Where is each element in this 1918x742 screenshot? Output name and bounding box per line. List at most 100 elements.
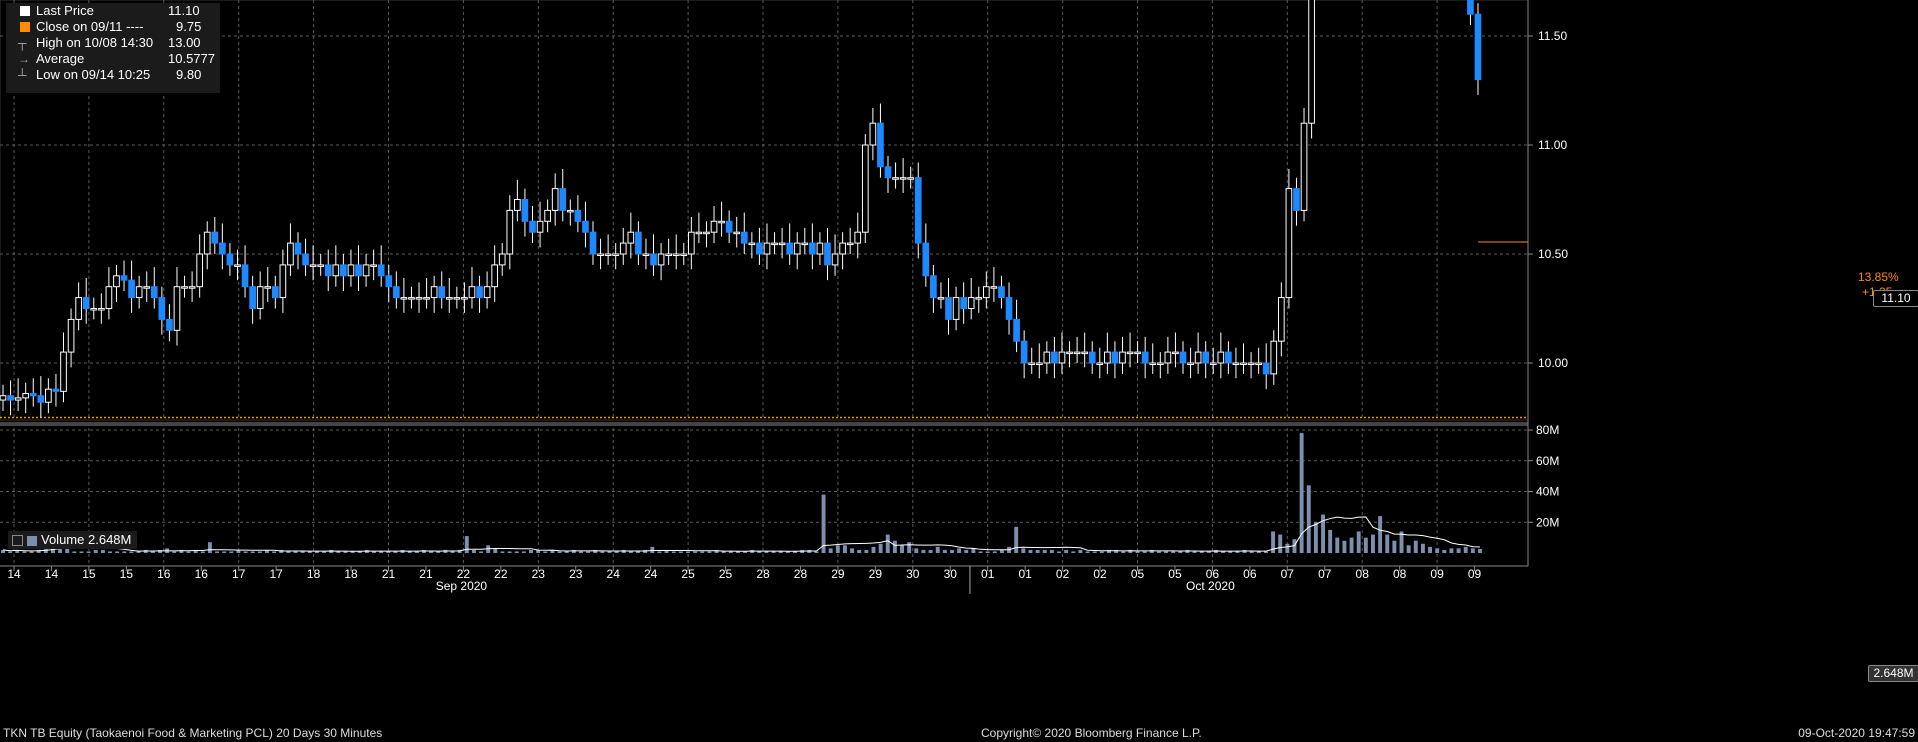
candle bbox=[597, 253, 604, 256]
volume-bar bbox=[86, 551, 91, 553]
volume-bar bbox=[507, 551, 512, 553]
volume-bar bbox=[1349, 537, 1354, 553]
candle bbox=[37, 395, 45, 403]
volume-bar bbox=[1221, 551, 1226, 553]
volume-bar bbox=[1271, 531, 1276, 553]
volume-bar bbox=[521, 551, 526, 553]
candle bbox=[453, 297, 461, 300]
volume-bar bbox=[1406, 545, 1411, 553]
candle bbox=[574, 209, 582, 222]
candle bbox=[1240, 362, 1247, 365]
volume-bar bbox=[79, 551, 84, 553]
volume-bar bbox=[978, 551, 983, 553]
candle bbox=[1172, 351, 1179, 355]
candle bbox=[544, 209, 551, 222]
candle bbox=[1225, 351, 1232, 364]
volume-bar bbox=[921, 549, 926, 553]
volume-bar bbox=[871, 546, 876, 553]
volume-legend-label: Volume bbox=[41, 532, 85, 547]
volume-bar bbox=[1171, 551, 1176, 553]
candle bbox=[302, 253, 309, 266]
time-tick-label: 01 bbox=[1018, 567, 1032, 581]
volume-bar bbox=[1306, 485, 1311, 553]
candle bbox=[491, 264, 499, 288]
collapse-toggle-icon[interactable] bbox=[12, 535, 23, 547]
volume-bar bbox=[1456, 548, 1461, 553]
candle bbox=[809, 242, 816, 255]
volume-bar bbox=[229, 551, 234, 553]
candle bbox=[884, 166, 892, 179]
volume-bar bbox=[1428, 546, 1433, 553]
volume-bar bbox=[743, 551, 748, 553]
time-tick-label: 23 bbox=[532, 567, 546, 581]
volume-bar bbox=[336, 551, 341, 553]
volume-bar bbox=[129, 551, 134, 553]
time-tick-label: 09 bbox=[1430, 567, 1444, 581]
volume-bar bbox=[1335, 537, 1340, 553]
volume-bar bbox=[293, 551, 298, 553]
candle bbox=[612, 253, 620, 256]
candle bbox=[718, 220, 725, 224]
candle bbox=[279, 264, 287, 299]
candle bbox=[529, 220, 536, 233]
candle bbox=[347, 264, 355, 277]
volume-bar bbox=[999, 549, 1004, 553]
volume-bar bbox=[907, 542, 912, 553]
volume-bar bbox=[1235, 551, 1240, 553]
candle bbox=[861, 144, 869, 233]
candle bbox=[75, 297, 82, 320]
candle bbox=[196, 253, 204, 288]
candle bbox=[1247, 362, 1255, 365]
candle bbox=[324, 264, 332, 277]
volume-bar bbox=[942, 549, 947, 553]
candle bbox=[90, 308, 98, 311]
volume-bar bbox=[764, 551, 769, 553]
time-tick-label: 28 bbox=[756, 567, 770, 581]
candle bbox=[506, 209, 514, 255]
candle bbox=[1066, 351, 1073, 355]
candle bbox=[793, 242, 801, 255]
low-marker-icon: ┴ bbox=[18, 68, 27, 82]
volume-bar bbox=[1064, 549, 1069, 553]
candle bbox=[52, 388, 60, 392]
time-tick-label: 21 bbox=[382, 567, 396, 581]
candle bbox=[703, 231, 710, 235]
candle bbox=[362, 264, 370, 277]
candle bbox=[756, 242, 763, 255]
time-axis: 14 14 15 15 16 16 17 17 18 18 21 21 22 22 23 23 24 24 25 25… bbox=[7, 566, 1482, 594]
candle bbox=[551, 188, 559, 211]
candle bbox=[816, 242, 824, 255]
volume-bar bbox=[457, 549, 462, 553]
time-tick-label: 16 bbox=[195, 567, 209, 581]
candle bbox=[158, 297, 166, 320]
candle bbox=[642, 253, 650, 256]
volume-bar bbox=[1299, 433, 1304, 553]
month-label: Sep 2020 bbox=[436, 579, 488, 593]
volume-bar bbox=[636, 551, 641, 553]
volume-bar bbox=[1192, 551, 1197, 553]
volume-bar bbox=[236, 549, 241, 553]
candle bbox=[975, 297, 983, 300]
volume-bar bbox=[571, 549, 576, 553]
candle bbox=[370, 264, 377, 267]
candle bbox=[536, 220, 544, 233]
candle bbox=[1179, 351, 1187, 364]
candle bbox=[150, 286, 158, 299]
candle bbox=[914, 177, 922, 244]
candle bbox=[234, 264, 241, 267]
volume-bar bbox=[108, 551, 112, 553]
candle bbox=[748, 242, 756, 246]
candle bbox=[392, 286, 400, 299]
candle bbox=[998, 286, 1005, 299]
candle bbox=[1194, 351, 1202, 364]
volume-bar bbox=[1413, 540, 1418, 553]
volume-bar bbox=[100, 549, 105, 553]
candle bbox=[60, 351, 67, 392]
volume-bar bbox=[1078, 549, 1083, 553]
volume-bar bbox=[343, 551, 348, 553]
volume-bar bbox=[1399, 531, 1404, 553]
candle bbox=[982, 286, 990, 299]
volume-bar bbox=[471, 549, 476, 553]
volume-bar bbox=[1071, 551, 1076, 553]
